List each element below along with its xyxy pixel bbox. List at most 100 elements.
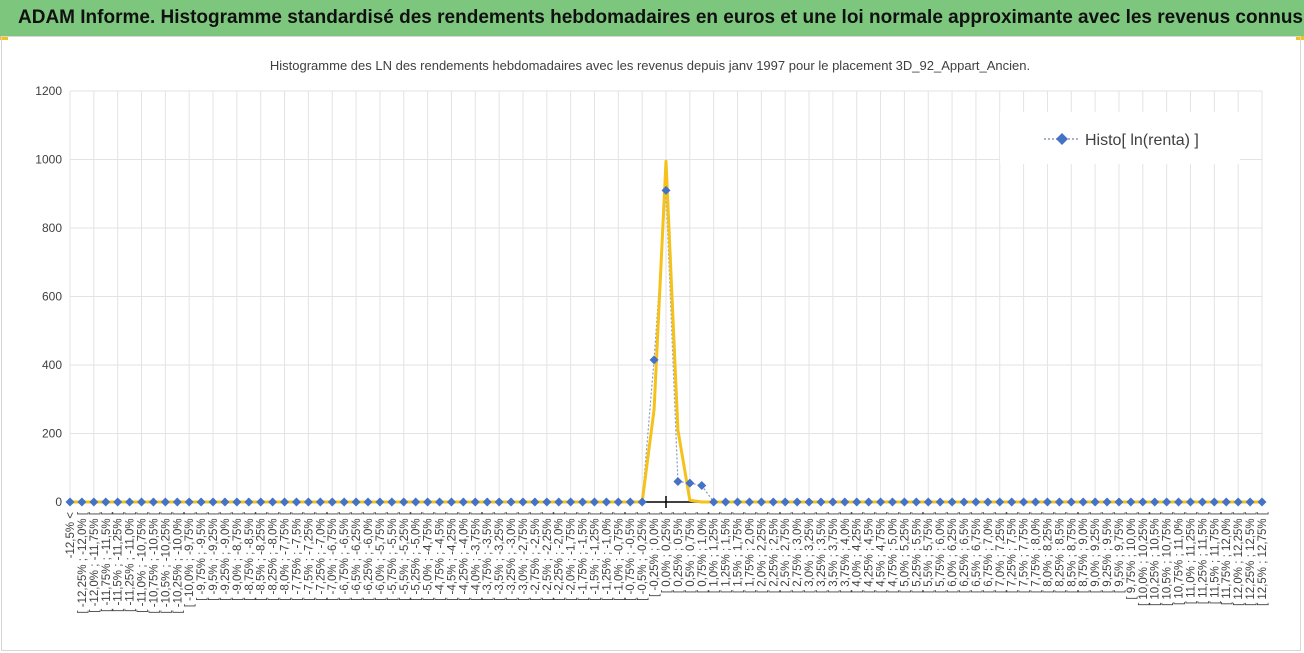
x-tick-label: [ 1,0% ; 1,25% [ [709, 511, 721, 593]
y-tick-label: 0 [55, 495, 62, 509]
x-tick-label: [ 2,25% ; 2,5% [ [768, 511, 780, 593]
histo-point [1209, 497, 1219, 507]
histo-point [1245, 497, 1255, 507]
x-tick-label: [ -0,75% ; -0,5% [ [625, 511, 637, 601]
histo-point [1126, 497, 1136, 507]
histo-point [423, 497, 433, 507]
x-tick-label: [ -5,0% ; -4,75% [ [423, 511, 435, 601]
histo-point [137, 497, 147, 507]
x-tick-label: [ -3,5% ; -3,25% [ [494, 511, 506, 601]
histo-point [482, 497, 492, 507]
x-tick-label: [ -9,25% ; -9,0% [ [220, 511, 232, 601]
histo-point [899, 497, 909, 507]
legend: Histo[ ln(renta) ] [1000, 112, 1240, 164]
x-tick-label: [ -7,25% ; -7,0% [ [315, 511, 327, 601]
histo-point [65, 497, 75, 507]
histo-point [1066, 497, 1076, 507]
x-tick-label: [ 0,0% ; 0,25% [ [661, 511, 673, 593]
x-tick-label: [ 10,25% ; 10,5% [ [1150, 511, 1162, 606]
histo-point [983, 497, 993, 507]
histo-point [792, 497, 802, 507]
x-tick-label: [ -5,25% ; -5,0% [ [411, 511, 423, 601]
histo-point [601, 497, 611, 507]
histo-point [661, 185, 671, 195]
histo-point [435, 497, 445, 507]
histo-point [506, 497, 516, 507]
histo-point [733, 497, 743, 507]
grid-layer [69, 90, 1263, 502]
y-tick-label: 1000 [35, 153, 62, 167]
x-tick-label: [ -6,5% ; -6,25% [ [351, 511, 363, 601]
x-tick-label: [ -9,0% ; -8,75% [ [232, 511, 244, 601]
histo-point [554, 497, 564, 507]
x-tick-label: [ 4,5% ; 4,75% [ [876, 511, 888, 593]
histo-point [148, 497, 158, 507]
histo-point [101, 497, 111, 507]
x-tick-label: [ -10,0% ; -9,75% [ [184, 511, 196, 607]
histo-point [232, 497, 242, 507]
chart-title: Histogramme des LN des rendements hebdom… [270, 58, 1030, 73]
x-tick-label: [ -1,25% ; -1,0% [ [601, 511, 613, 601]
x-tick-label: [ -10,25% ; -10,0% [ [172, 511, 184, 613]
histo-point [589, 497, 599, 507]
histo-point [1138, 497, 1148, 507]
histo-point [721, 497, 731, 507]
x-tick-label: [ -8,5% ; -8,25% [ [256, 511, 268, 601]
x-tick-label: [ 5,75% ; 6,0% [ [935, 511, 947, 593]
x-tick-label: [ 7,75% ; 8,0% [ [1031, 511, 1043, 593]
x-tick-label: [ 1,75% ; 2,0% [ [744, 511, 756, 593]
x-tick-label: [ -3,25% ; -3,0% [ [506, 511, 518, 601]
x-tick-label: [ 11,25% ; 11,5% [ [1197, 511, 1209, 604]
x-tick-label: [ -11,0% ; -10,75% [ [137, 511, 149, 613]
histo-point [1257, 497, 1267, 507]
histo-point [530, 497, 540, 507]
x-tick-label: [ 8,0% ; 8,25% [ [1042, 511, 1054, 593]
x-tick-label: [ 11,0% ; 11,25% [ [1185, 511, 1197, 604]
x-tick-label: [ -1,0% ; -0,75% [ [613, 511, 625, 601]
histo-point [697, 481, 707, 491]
histo-point [125, 497, 135, 507]
x-tick-label: [ -8,75% ; -8,5% [ [244, 511, 256, 601]
histo-point [387, 497, 397, 507]
histo-point [1031, 497, 1041, 507]
x-tick-label: [ 12,5% ; 12,75% [ [1257, 511, 1269, 606]
histo-point [363, 497, 373, 507]
histo-point [1054, 497, 1064, 507]
histo-point [184, 497, 194, 507]
x-tick-label: [ 2,0% ; 2,25% [ [756, 511, 768, 593]
x-tick-label: [ 3,5% ; 3,75% [ [828, 511, 840, 593]
histo-point [816, 497, 826, 507]
x-tick-label: [ 3,75% ; 4,0% [ [840, 511, 852, 593]
x-tick-label: [ -6,0% ; -5,75% [ [375, 511, 387, 601]
y-tick-label: 800 [42, 221, 62, 235]
histo-point [768, 497, 778, 507]
x-tick-label: [ 3,25% ; 3,5% [ [816, 511, 828, 593]
histo-point [291, 497, 301, 507]
x-tick-label: [ -8,25% ; -8,0% [ [268, 511, 280, 601]
histo-point [1150, 497, 1160, 507]
legend-label-histo: Histo[ ln(renta) ] [1085, 132, 1199, 149]
x-tick-label: [ -0,25% ; 0,0% [ [649, 511, 661, 597]
histo-point [625, 497, 635, 507]
x-tick-label: [ -1,5% ; -1,25% [ [589, 511, 601, 601]
x-tick-label: [ -2,0% ; -1,75% [ [566, 511, 578, 601]
x-tick-label: [ 9,25% ; 9,5% [ [1102, 511, 1114, 593]
x-tick-label: [ -10,75% ; -10,5% [ [148, 511, 160, 613]
histo-point [339, 497, 349, 507]
histo-point [446, 497, 456, 507]
histo-point [77, 497, 87, 507]
x-tick-label: [ -11,25% ; -11,0% [ [125, 511, 137, 612]
x-tick-label: [ 10,75% ; 11,0% [ [1174, 511, 1186, 605]
x-tick-label: [ -2,25% ; -2,0% [ [554, 511, 566, 601]
histo-point [923, 497, 933, 507]
histogram-chart: Histogramme des LN des rendements hebdom… [35, 58, 1269, 614]
x-tick-label: [ 9,5% ; 9,75% [ [1114, 511, 1126, 593]
x-tick-label: [ -5,75% ; -5,5% [ [387, 511, 399, 601]
x-tick-label: [ -0,5% ; -0,25% [ [637, 511, 649, 601]
histo-point [351, 497, 361, 507]
x-tick-label: [ 2,75% ; 3,0% [ [792, 511, 804, 593]
histo-point [280, 497, 290, 507]
histo-point [947, 497, 957, 507]
legend-diamond-marker [1056, 133, 1068, 145]
histo-point [208, 497, 218, 507]
